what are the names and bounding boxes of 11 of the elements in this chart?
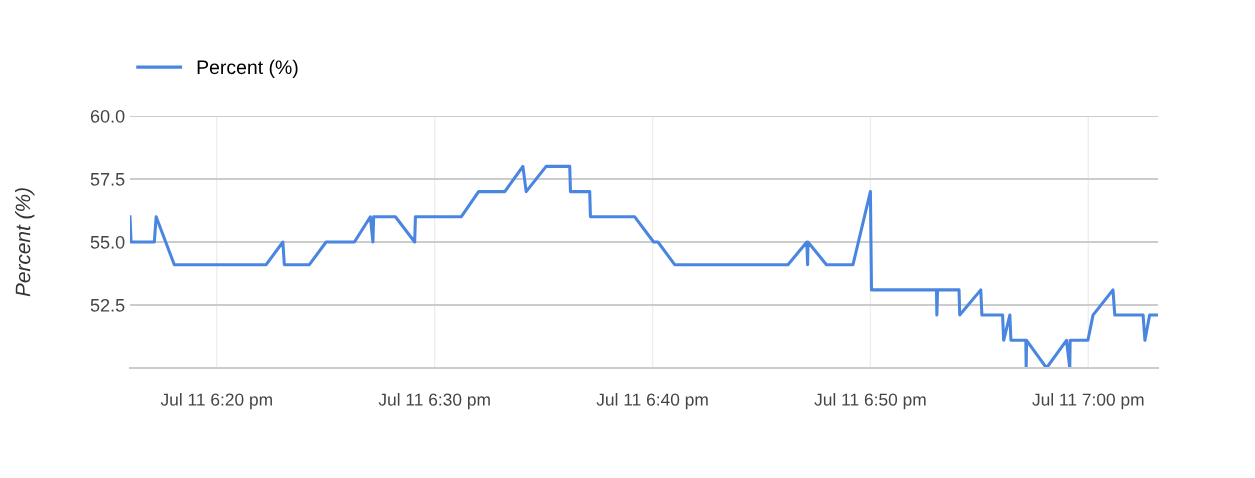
- x-tick-label: Jul 11 6:50 pm: [814, 393, 926, 410]
- y-axis-title: Percent (%): [15, 188, 35, 297]
- y-tick-label: 57.5: [90, 173, 125, 186]
- y-tick-label: 52.5: [90, 298, 125, 312]
- x-tick-label: Jul 11 6:20 pm: [160, 393, 272, 410]
- legend-label: Percent (%): [197, 59, 298, 78]
- x-tick-label: Jul 11 6:30 pm: [378, 393, 490, 410]
- y-tick-label: 60.0: [90, 109, 125, 123]
- x-tick-label: Jul 11 7:00 pm: [1032, 393, 1144, 410]
- x-tick-label: Jul 11 6:40 pm: [596, 393, 708, 410]
- y-tick-label: 55.0: [90, 235, 125, 249]
